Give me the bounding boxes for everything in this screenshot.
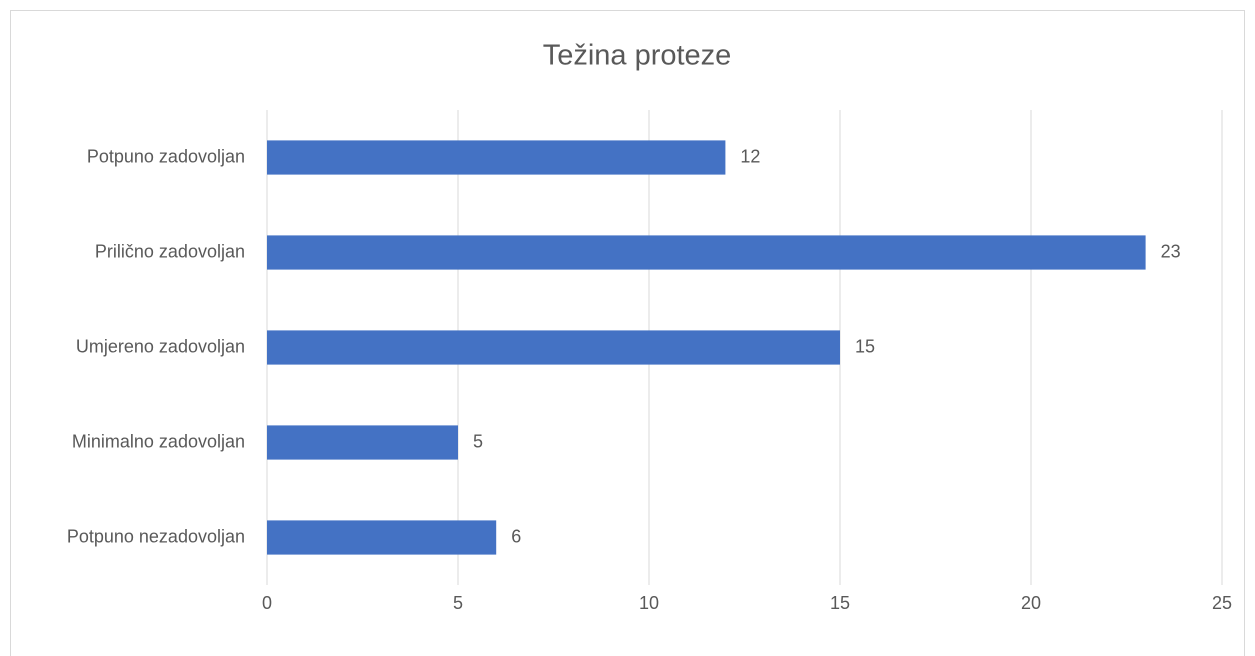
- bar: [267, 520, 497, 555]
- data-label: 15: [855, 336, 875, 356]
- bar: [267, 425, 458, 460]
- y-tick-label: Umjereno zadovoljan: [76, 336, 245, 356]
- x-tick-label: 20: [1021, 593, 1041, 613]
- x-tick-label: 5: [453, 593, 463, 613]
- y-tick-label: Potpuno nezadovoljan: [67, 526, 245, 546]
- bar: [267, 235, 1146, 270]
- x-tick-label: 10: [639, 593, 659, 613]
- x-tick-label: 25: [1212, 593, 1232, 613]
- data-label: 5: [473, 431, 483, 451]
- y-tick-label: Minimalno zadovoljan: [72, 431, 245, 451]
- bar: [267, 140, 726, 175]
- x-tick-label: 0: [262, 593, 272, 613]
- data-label: 6: [511, 526, 521, 546]
- y-tick-label: Potpuno zadovoljan: [87, 146, 245, 166]
- chart-title: Težina proteze: [543, 40, 732, 72]
- data-label: 12: [740, 146, 760, 166]
- y-tick-label: Prilično zadovoljan: [95, 241, 245, 261]
- x-tick-label: 15: [830, 593, 850, 613]
- bar: [267, 330, 840, 365]
- data-label: 23: [1161, 241, 1181, 261]
